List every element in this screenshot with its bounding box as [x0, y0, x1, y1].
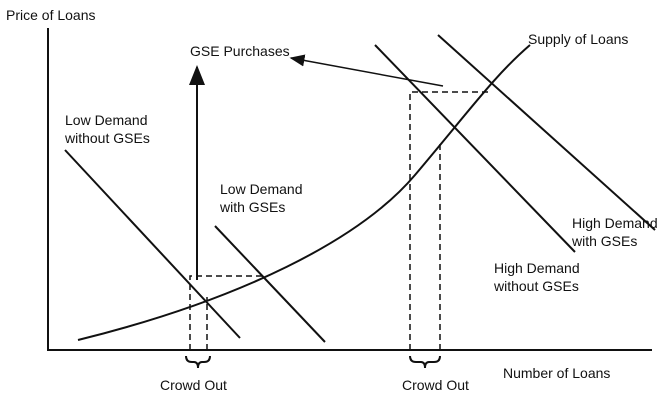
low-dashed-guides [189, 275, 265, 350]
gse-purchases-label: GSE Purchases [190, 43, 290, 59]
supply-label: Supply of Loans [528, 31, 628, 47]
curve-label: with GSEs [571, 233, 637, 249]
high-demand-without-line [374, 44, 576, 253]
high-demand-with-line [437, 34, 656, 231]
curve-label: High Demand [494, 260, 580, 276]
crowd-out-brace [185, 355, 211, 369]
crowd-out-label: Crowd Out [402, 377, 469, 393]
curve-label: with GSEs [219, 199, 285, 215]
crowd-out-brace [409, 355, 441, 369]
x-axis-label: Number of Loans [503, 365, 610, 381]
curve-label: without GSEs [64, 130, 150, 146]
supply-curve [77, 44, 531, 341]
low-demand-without-line [64, 149, 241, 339]
gse-arrow-left [289, 54, 444, 87]
low-demand-with-line [214, 225, 326, 343]
curve-label: High Demand [572, 215, 658, 231]
high-dashed-guides [409, 91, 490, 350]
y-axis-label: Price of Loans [6, 7, 96, 23]
curve-label: Low Demand [220, 181, 303, 197]
curve-label: without GSEs [493, 278, 579, 294]
crowd-out-label: Crowd Out [160, 377, 227, 393]
curve-label: Low Demand [65, 112, 148, 128]
